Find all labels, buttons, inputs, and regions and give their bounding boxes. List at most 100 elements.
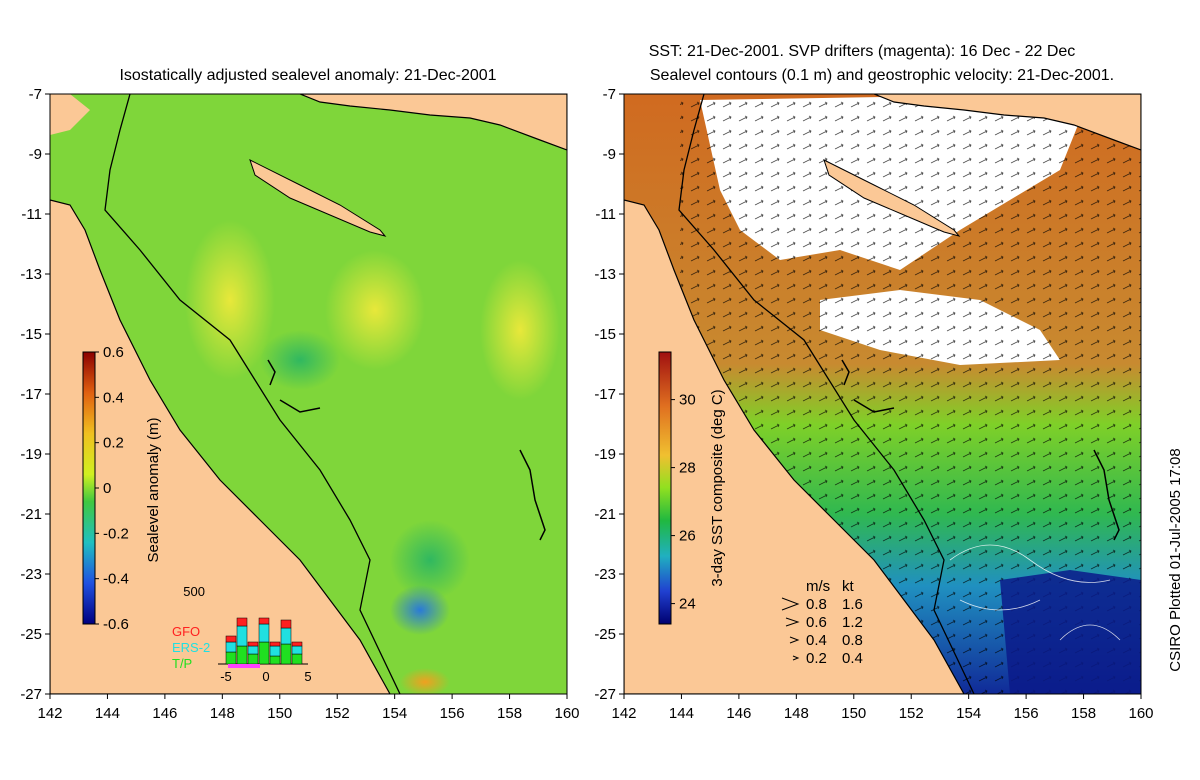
inset-bar	[258, 641, 270, 665]
right-coral-sea-islands	[841, 359, 1120, 541]
left-north-land	[50, 94, 90, 135]
inset-bar	[269, 641, 281, 647]
inset-bar	[247, 641, 259, 647]
y-tick-label: -11	[595, 206, 616, 223]
inset-legend-gfo: GFO	[172, 624, 200, 639]
x-tick-label: 150	[841, 705, 866, 722]
sst-cold-eddy	[1000, 570, 1141, 694]
speed-legend-kt: 1.6	[842, 596, 863, 613]
inset-legend-ers2: ERS-2	[172, 640, 210, 655]
right-map	[624, 94, 1141, 694]
sla-anomaly-blob	[400, 668, 450, 694]
inset-bar	[247, 653, 259, 665]
y-tick-label: -9	[29, 146, 42, 163]
satellite-histogram-inset: 500 GFO ERS-2 T/P -5 0 5	[172, 584, 312, 684]
inset-legend-tp: T/P	[172, 656, 192, 671]
sla-anomaly-blob	[390, 585, 450, 635]
inset-x-tick: -5	[220, 669, 232, 684]
sst-colorbar-ticks: 30 28 26 24	[671, 392, 696, 613]
colorbar-tick-label: 24	[679, 596, 696, 613]
left-y-axis: -7 -9 -11 -13 -15 -17 -19 -21 -23 -25 -27	[20, 86, 50, 703]
x-tick-label: 148	[210, 705, 235, 722]
right-panel-title-line1: SST: 21-Dec-2001. SVP drifters (magenta)…	[649, 43, 1076, 60]
sla-anomaly-blob	[390, 520, 470, 600]
inset-bar	[225, 651, 237, 665]
right-x-axis: 142 144 146 148 150 152 154 156 158 160	[611, 694, 1154, 722]
y-tick-label: -19	[594, 446, 616, 463]
y-tick-label: -23	[594, 566, 616, 583]
colorbar-tick-label: -0.2	[103, 525, 129, 542]
right-png-islands	[823, 159, 961, 237]
right-shelf-contour	[678, 94, 975, 694]
speed-legend-kt: 0.8	[842, 632, 863, 649]
colorbar-tick-label: 0	[103, 480, 111, 497]
inset-bars	[225, 617, 303, 665]
x-tick-label: 158	[1071, 705, 1096, 722]
y-tick-label: -21	[594, 506, 616, 523]
sla-anomaly-blob	[260, 330, 340, 390]
right-new-guinea-tail	[873, 94, 1141, 151]
y-tick-label: -21	[20, 506, 42, 523]
inset-x-tick: 0	[262, 669, 269, 684]
y-tick-label: -25	[594, 626, 616, 643]
x-tick-label: 144	[95, 705, 120, 722]
x-tick-label: 154	[956, 705, 981, 722]
colorbar-tick-label: 30	[679, 392, 696, 409]
plot-credit: CSIRO Plotted 01-Jul-2005 17:08	[1167, 448, 1184, 671]
x-tick-label: 156	[440, 705, 465, 722]
x-tick-label: 152	[899, 705, 924, 722]
x-tick-label: 148	[784, 705, 809, 722]
inset-bar	[258, 623, 270, 643]
speed-legend-kt: 1.2	[842, 614, 863, 631]
sla-colorbar	[82, 351, 96, 625]
y-tick-label: -15	[20, 326, 42, 343]
left-x-axis: 142 144 146 148 150 152 154 156 158 160	[37, 694, 580, 722]
speed-legend-header-ms: m/s	[806, 578, 830, 595]
inset-bar	[258, 617, 270, 625]
y-tick-label: -11	[21, 206, 42, 223]
sla-anomaly-blob	[185, 220, 275, 380]
speed-legend: m/s kt 0.8 1.6 0.6 1.2 0.4 0.8 0.2 0.4	[781, 578, 863, 667]
x-tick-label: 152	[325, 705, 350, 722]
speed-legend-ms: 0.2	[806, 650, 827, 667]
right-y-axis: -7 -9 -11 -13 -15 -17 -19 -21 -23 -25 -27	[594, 86, 624, 703]
y-tick-label: -19	[20, 446, 42, 463]
speed-arrow-0-2	[792, 655, 800, 661]
colorbar-tick-label: 0.2	[103, 435, 124, 452]
x-tick-label: 144	[669, 705, 694, 722]
x-tick-label: 156	[1014, 705, 1039, 722]
sla-anomaly-blob	[325, 250, 425, 370]
colorbar-tick-label: 28	[679, 460, 696, 477]
inset-bar	[280, 627, 292, 645]
right-coastline	[624, 199, 965, 694]
sealevel-contours	[949, 544, 1121, 641]
inset-drifter-marker	[228, 664, 260, 668]
sla-colorbar-ticks: 0.6 0.4 0.2 0 -0.2 -0.4 -0.6	[95, 344, 129, 633]
colorbar-tick-label: 0.4	[103, 389, 124, 406]
inset-top-value: 500	[183, 584, 205, 599]
x-tick-label: 160	[554, 705, 579, 722]
x-tick-label: 142	[37, 705, 62, 722]
x-tick-label: 154	[382, 705, 407, 722]
speed-arrow-0-8	[781, 597, 800, 611]
left-panel-title: Isostatically adjusted sealevel anomaly:…	[119, 67, 496, 84]
y-tick-label: -27	[20, 686, 42, 703]
inset-bar	[291, 653, 303, 665]
colorbar-tick-label: -0.4	[103, 571, 129, 588]
speed-legend-ms: 0.4	[806, 632, 827, 649]
y-tick-label: -23	[20, 566, 42, 583]
speed-legend-ms: 0.6	[806, 614, 827, 631]
x-tick-label: 146	[726, 705, 751, 722]
coral-sea-islands	[267, 359, 546, 541]
colorbar-tick-label: 0.6	[103, 344, 124, 361]
inset-bar	[269, 655, 281, 665]
speed-legend-header-kt: kt	[842, 578, 855, 595]
speed-legend-kt: 0.4	[842, 650, 863, 667]
x-tick-label: 158	[497, 705, 522, 722]
right-panel-title-line2: Sealevel contours (0.1 m) and geostrophi…	[650, 67, 1114, 84]
y-tick-label: -17	[20, 386, 42, 403]
inset-bar	[247, 645, 259, 655]
colorbar-tick-label: -0.6	[103, 616, 129, 633]
left-map	[50, 94, 567, 694]
speed-arrow-0-4	[789, 636, 800, 644]
